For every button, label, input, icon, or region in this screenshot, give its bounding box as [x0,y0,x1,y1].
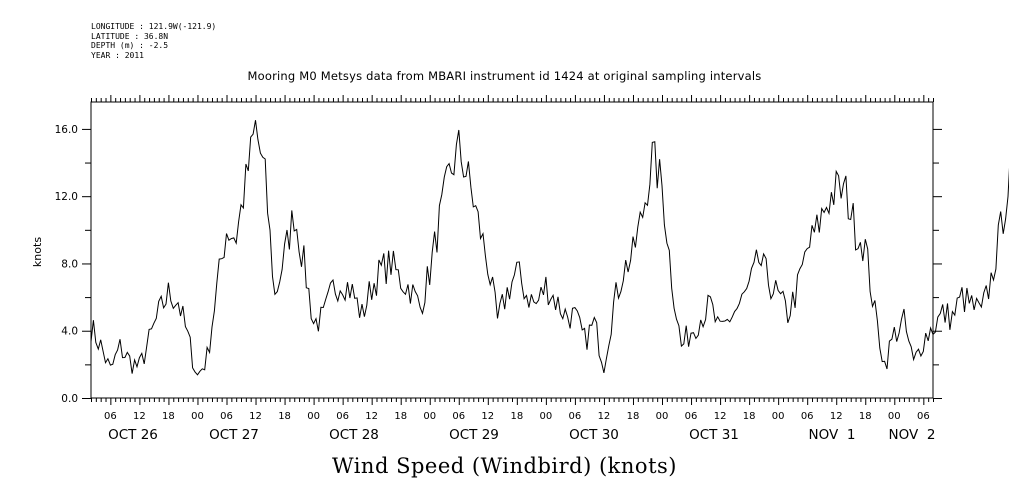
x-hour-label: 00 [540,411,553,422]
x-day-label: NOV 1 [809,427,856,443]
x-hour-label: 06 [801,411,814,422]
y-tick-label: 4.0 [61,326,78,338]
x-day-label: NOV 2 [889,427,936,443]
x-hour-label: 06 [452,411,465,422]
y-tick-label: 0.0 [61,393,78,405]
x-hour-label: 18 [859,411,872,422]
year-text: YEAR : 2011 [91,50,144,60]
x-hour-label: 18 [627,411,640,422]
x-hour-label: 00 [307,411,320,422]
x-hour-label: 12 [598,411,611,422]
x-day-label: OCT 28 [329,427,379,443]
x-hour-label: 18 [510,411,523,422]
x-day-label: OCT 31 [689,427,739,443]
x-day-label: OCT 29 [449,427,499,443]
x-axis-title: Wind Speed (Windbird) (knots) [332,454,677,478]
x-hour-label: 00 [656,411,669,422]
series-layer [90,120,1009,376]
x-hour-label: 12 [365,411,378,422]
x-hour-label: 12 [249,411,262,422]
x-hour-label: 00 [423,411,436,422]
y-axis-title: knots [31,237,44,267]
x-hour-label: 06 [104,411,117,422]
depth-text: DEPTH (m) : -2.5 [91,41,169,50]
x-hour-label: 18 [278,411,291,422]
axis-ticks [82,95,942,405]
x-hour-labels: 06 12 18 00 06 12 18 00 06 12 18 00 06 12 18 00 06 12 18 00… [104,411,930,422]
x-hour-label: 12 [133,411,146,422]
x-hour-label: 00 [888,411,901,422]
y-tick-label: 12.0 [55,191,78,203]
latitude-text: LATITUDE : 36.8N [91,31,169,41]
series-line-wind-speed [90,120,1009,376]
x-hour-label: 12 [830,411,843,422]
x-day-labels: OCT 26 OCT 27 OCT 28 OCT 29 OCT 30 OCT 31 NOV … [108,427,935,443]
x-hour-label: 06 [685,411,698,422]
x-day-label: OCT 26 [108,427,158,443]
x-hour-label: 06 [569,411,582,422]
x-hour-label: 12 [481,411,494,422]
x-hour-label: 18 [394,411,407,422]
x-day-label: OCT 30 [569,427,619,443]
x-hour-label: 18 [162,411,175,422]
x-hour-label: 00 [191,411,204,422]
x-hour-label: 06 [336,411,349,422]
x-hour-label: 12 [714,411,727,422]
x-hour-label: 06 [220,411,233,422]
y-tick-labels: 0.0 4.0 8.0 12.0 16.0 [55,124,78,405]
x-hour-label: 00 [772,411,785,422]
y-tick-label: 8.0 [61,258,78,270]
x-day-label: OCT 27 [209,427,259,443]
longitude-text: LONGITUDE : 121.9W(-121.9) [91,22,217,31]
y-tick-label: 16.0 [55,124,78,136]
x-hour-label: 18 [743,411,756,422]
chart-title: Mooring M0 Metsys data from MBARI instru… [247,69,762,83]
x-hour-label: 06 [917,411,930,422]
metadata-block: LONGITUDE : 121.9W(-121.9) LATITUDE : 36… [91,22,216,60]
